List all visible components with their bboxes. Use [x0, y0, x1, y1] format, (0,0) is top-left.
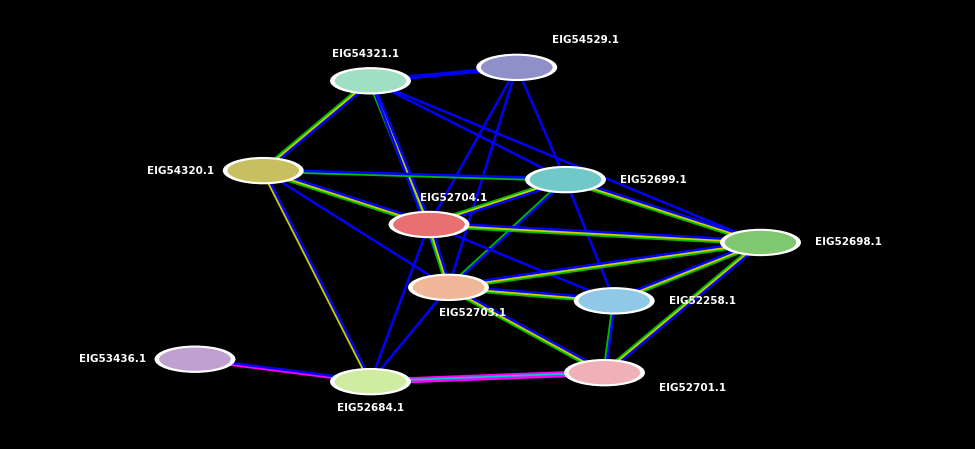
Ellipse shape — [564, 359, 645, 386]
Ellipse shape — [226, 158, 300, 183]
Text: EIG53436.1: EIG53436.1 — [79, 354, 145, 364]
Ellipse shape — [567, 360, 642, 385]
Text: EIG54321.1: EIG54321.1 — [332, 49, 399, 59]
Text: EIG52684.1: EIG52684.1 — [337, 403, 404, 413]
Text: EIG54529.1: EIG54529.1 — [552, 35, 618, 45]
Text: EIG54320.1: EIG54320.1 — [147, 166, 214, 176]
Ellipse shape — [409, 274, 488, 301]
Text: EIG52703.1: EIG52703.1 — [440, 308, 506, 318]
Ellipse shape — [480, 55, 554, 80]
Text: EIG52258.1: EIG52258.1 — [669, 296, 735, 306]
Text: EIG52698.1: EIG52698.1 — [815, 238, 881, 247]
Ellipse shape — [333, 69, 408, 93]
Ellipse shape — [333, 369, 408, 394]
Ellipse shape — [477, 54, 558, 81]
Ellipse shape — [330, 368, 411, 396]
Ellipse shape — [723, 230, 798, 255]
Text: EIG52704.1: EIG52704.1 — [420, 194, 487, 203]
Ellipse shape — [720, 229, 801, 256]
Ellipse shape — [577, 289, 651, 313]
Text: EIG52701.1: EIG52701.1 — [659, 383, 725, 393]
Text: EIG52699.1: EIG52699.1 — [620, 175, 686, 185]
Ellipse shape — [573, 287, 655, 314]
Ellipse shape — [222, 157, 304, 185]
Ellipse shape — [154, 346, 236, 373]
Ellipse shape — [158, 347, 232, 372]
Ellipse shape — [528, 167, 603, 192]
Ellipse shape — [411, 275, 486, 300]
Ellipse shape — [388, 211, 470, 238]
Ellipse shape — [392, 212, 466, 237]
Ellipse shape — [525, 166, 605, 194]
Ellipse shape — [330, 67, 411, 95]
